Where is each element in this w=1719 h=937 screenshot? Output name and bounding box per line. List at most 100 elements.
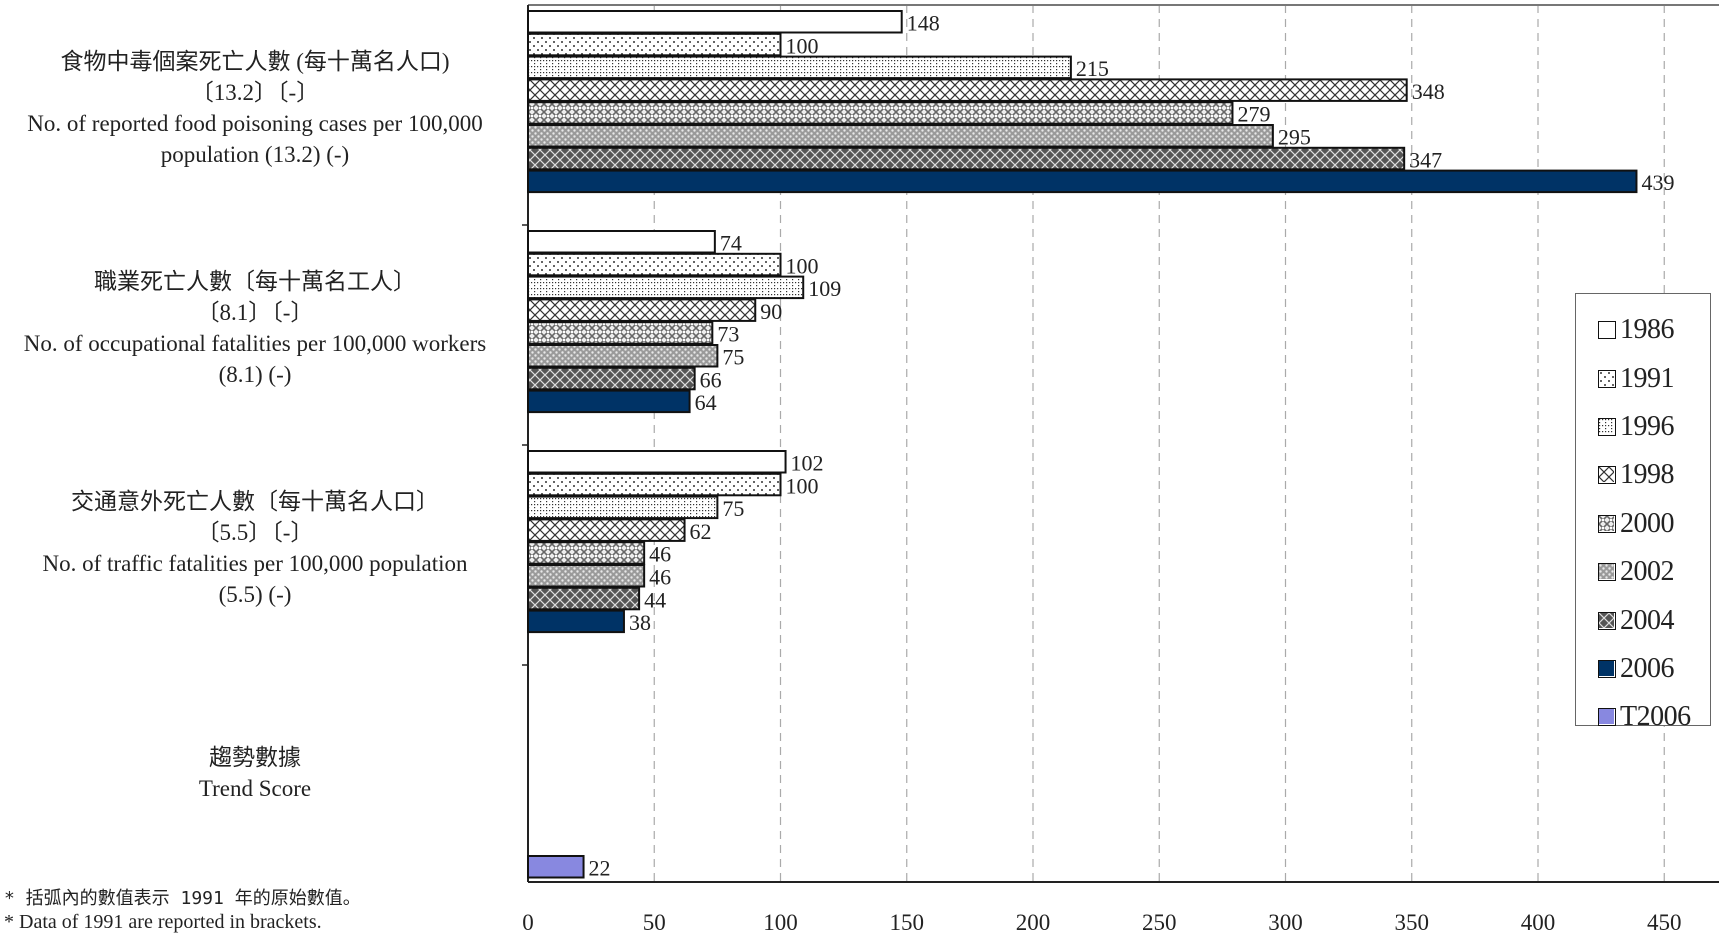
category-label-trend-score: 趨勢數據 Trend Score — [0, 742, 510, 804]
legend-swatch — [1598, 369, 1616, 388]
bar-value-label: 74 — [720, 231, 742, 256]
category-label-zh: 職業死亡人數〔每十萬名工人〕 — [94, 269, 416, 294]
bar — [527, 298, 757, 322]
category-label-food-poisoning: 食物中毒個案死亡人數 (每十萬名人口) 〔13.2〕〔-〕 No. of rep… — [0, 46, 510, 170]
x-tick-label: 150 — [890, 910, 925, 935]
bar-value-label: 46 — [649, 542, 671, 567]
bar — [527, 32, 782, 57]
legend-swatch — [1598, 466, 1616, 485]
bar-value-label: 90 — [760, 299, 782, 324]
bar-value-label: 75 — [722, 496, 744, 521]
legend-item: 2006 — [1576, 645, 1710, 693]
category-label-traffic: 交通意外死亡人數〔每十萬名人口〕 〔5.5〕〔-〕 No. of traffic… — [0, 486, 510, 610]
bar-value-label: 66 — [700, 367, 722, 392]
category-label-zh: 交通意外死亡人數〔每十萬名人口〕 — [71, 489, 439, 514]
bar-value-label: 100 — [786, 473, 819, 498]
x-tick-label: 100 — [763, 910, 798, 935]
x-tick-label: 200 — [1016, 910, 1051, 935]
x-tick-label: 250 — [1142, 910, 1177, 935]
bar — [527, 230, 716, 254]
category-label-bracket: 〔8.1〕〔-〕 — [196, 300, 314, 325]
legend-item: T2006 — [1576, 693, 1710, 741]
footnote-zh: * 括弧內的數值表示 1991 年的原始數值。 — [4, 888, 361, 909]
legend-label: 2004 — [1620, 604, 1675, 636]
bar-value-label: 279 — [1237, 102, 1270, 127]
legend-label: 1996 — [1620, 410, 1675, 442]
bar — [527, 518, 686, 542]
bar — [527, 321, 714, 345]
legend-label: 2002 — [1620, 556, 1675, 588]
bar — [527, 855, 585, 879]
legend-item: 2004 — [1576, 596, 1710, 644]
category-label-en-2: (5.5) (-) — [218, 582, 292, 607]
legend-item: 2000 — [1576, 500, 1710, 548]
category-label-en: No. of occupational fatalities per 100,0… — [23, 331, 487, 356]
bar — [527, 169, 1638, 194]
bar-value-label: 64 — [695, 390, 717, 415]
bar-value-label: 73 — [717, 322, 739, 347]
bar-value-label: 100 — [786, 33, 819, 58]
legend-item: 1998 — [1576, 451, 1710, 499]
x-tick-label: 50 — [643, 910, 666, 935]
bar — [527, 55, 1072, 80]
x-tick-labels: 0 50 100 150 200 250 300 350 400 450 — [522, 910, 1681, 935]
bar — [527, 10, 903, 34]
bar — [527, 586, 641, 611]
legend-swatch — [1598, 611, 1616, 630]
bar-value-label: 295 — [1278, 125, 1311, 150]
legend-item: 1991 — [1576, 354, 1710, 402]
legend-label: 1986 — [1620, 314, 1675, 346]
legend-swatch — [1598, 321, 1616, 340]
bars — [527, 10, 1638, 879]
category-label-en: No. of reported food poisoning cases per… — [27, 111, 483, 136]
bar — [527, 146, 1406, 171]
bar — [527, 78, 1408, 102]
legend-swatch — [1598, 514, 1616, 533]
category-label-en-2: (8.1) (-) — [218, 362, 292, 387]
bar — [527, 389, 691, 414]
category-label-zh: 食物中毒個案死亡人數 (每十萬名人口) — [60, 49, 450, 74]
legend-swatch — [1598, 708, 1616, 727]
bar — [527, 275, 805, 300]
category-label-occupational: 職業死亡人數〔每十萬名工人〕 〔8.1〕〔-〕 No. of occupatio… — [0, 266, 510, 390]
legend-swatch — [1598, 563, 1616, 582]
legend-label: 2006 — [1620, 652, 1675, 684]
bar-value-label: 44 — [644, 587, 666, 612]
x-tick-label: 450 — [1647, 910, 1682, 935]
legend: 1986 1991 1996 1998 2000 2002 2004 2006 T2006 — [1575, 293, 1711, 732]
legend-swatch — [1598, 417, 1616, 436]
bar-value-label: 46 — [649, 565, 671, 590]
bar-value-label: 215 — [1076, 56, 1109, 81]
bar-value-label: 62 — [690, 519, 712, 544]
value-labels: 1487410210010010021510975348906227973462… — [589, 11, 1675, 881]
bar — [527, 124, 1274, 148]
bar-value-label: 148 — [907, 11, 940, 36]
bar — [527, 450, 787, 474]
x-tick-label: 400 — [1521, 910, 1556, 935]
bar — [527, 366, 696, 391]
legend-item: 2002 — [1576, 548, 1710, 596]
bar — [527, 472, 782, 497]
bar — [527, 344, 719, 368]
category-label-bracket: 〔13.2〕〔-〕 — [190, 80, 320, 105]
bar-value-label: 348 — [1412, 79, 1445, 104]
legend-label: 1998 — [1620, 459, 1675, 491]
bar-value-label: 75 — [722, 345, 744, 370]
bar-value-label: 102 — [791, 451, 824, 476]
legend-item: 1996 — [1576, 403, 1710, 451]
bar-value-label: 109 — [808, 276, 841, 301]
bar — [527, 541, 646, 565]
footnote-en: * Data of 1991 are reported in brackets. — [4, 911, 322, 933]
category-label-zh: 趨勢數據 — [209, 745, 301, 770]
x-tick-label: 350 — [1395, 910, 1430, 935]
category-label-bracket: 〔5.5〕〔-〕 — [196, 520, 314, 545]
category-label-en: No. of traffic fatalities per 100,000 po… — [42, 551, 468, 576]
x-tick-label: 0 — [522, 910, 534, 935]
bar-value-label: 100 — [786, 253, 819, 278]
x-tick-label: 300 — [1268, 910, 1303, 935]
bar-value-label: 347 — [1409, 147, 1442, 172]
bar — [527, 101, 1234, 125]
category-label-en-2: population (13.2) (-) — [160, 142, 350, 167]
legend-swatch — [1598, 659, 1616, 678]
